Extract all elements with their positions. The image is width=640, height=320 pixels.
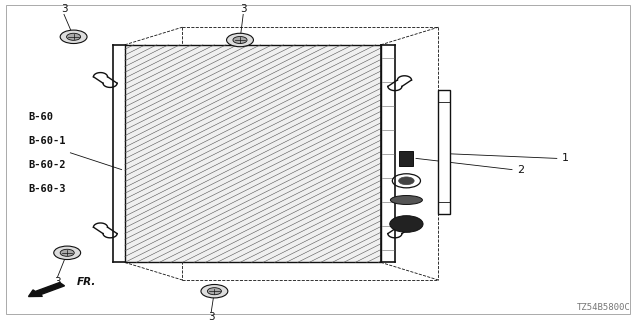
Circle shape	[207, 288, 221, 295]
Circle shape	[54, 246, 81, 260]
Circle shape	[233, 36, 247, 44]
Text: 3: 3	[240, 4, 246, 14]
Circle shape	[201, 284, 228, 298]
Circle shape	[67, 33, 81, 40]
Text: 3: 3	[61, 4, 67, 14]
Text: B-60-1: B-60-1	[29, 136, 67, 146]
Circle shape	[227, 33, 253, 47]
FancyArrow shape	[29, 283, 65, 297]
Circle shape	[60, 249, 74, 256]
Text: B-60-3: B-60-3	[29, 184, 67, 194]
Text: 1: 1	[562, 153, 569, 164]
Bar	[438, 90, 450, 214]
Text: 2: 2	[517, 164, 524, 175]
Text: B-60: B-60	[29, 112, 54, 122]
Text: TZ54B5800C: TZ54B5800C	[577, 303, 630, 312]
Circle shape	[390, 216, 423, 232]
Text: FR.: FR.	[77, 277, 96, 287]
Circle shape	[60, 30, 87, 44]
Bar	[399, 151, 413, 166]
Text: 3: 3	[208, 312, 214, 320]
Circle shape	[399, 177, 414, 185]
Ellipse shape	[390, 196, 422, 204]
Text: B-60-2: B-60-2	[29, 160, 67, 170]
Text: 3: 3	[54, 277, 61, 287]
Bar	[125, 45, 381, 262]
